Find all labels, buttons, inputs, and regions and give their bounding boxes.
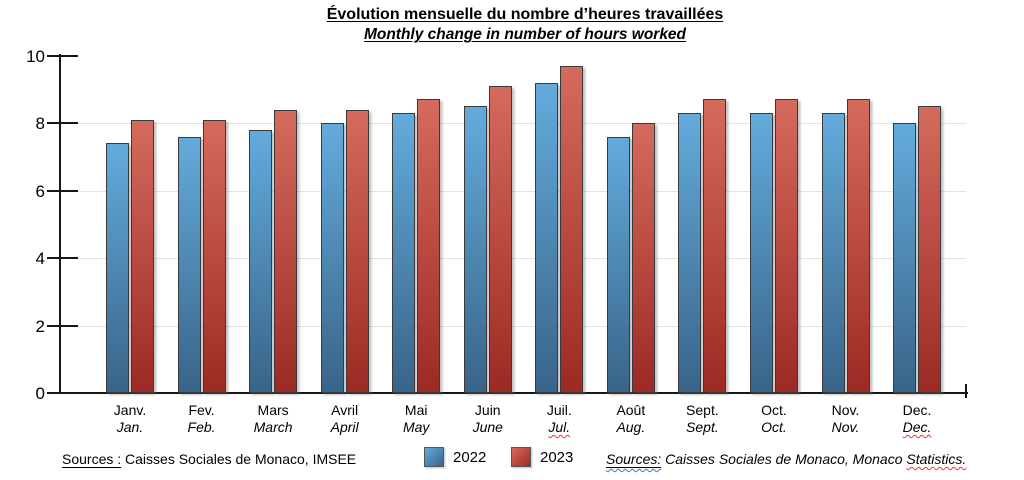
month-label-en-misspell-flag: Jul.: [548, 419, 571, 435]
month-label-en-2: March: [231, 419, 315, 435]
month-label-fr-10: Nov.: [831, 402, 860, 418]
month-label-en-text: April: [330, 419, 359, 435]
y-gridline-2: [61, 325, 966, 327]
y-tick-8: [47, 122, 78, 124]
month-label-en-text: Sept.: [686, 419, 719, 435]
month-label-fr-0: Janv.: [113, 402, 147, 418]
legend-label-2023: 2023: [540, 448, 574, 466]
chart-title-english: Monthly change in number of hours worked: [363, 26, 687, 43]
month-label-en-text: Feb.: [187, 419, 216, 435]
y-axis-line: [59, 54, 61, 394]
month-label-fr-6: Juil.: [546, 402, 572, 418]
month-label-fr-8: Sept.: [686, 402, 719, 418]
sources-text-english: Caisses Sociales de Monaco, Monaco: [661, 451, 907, 467]
month-label-en-3: April: [303, 419, 387, 435]
month-label-en-text: Aug.: [616, 419, 646, 435]
legend-swatch-2022: [424, 447, 444, 467]
month-label-en-4: May: [374, 419, 458, 435]
sources-misspelled-word: Statistics.: [906, 451, 967, 467]
y-gridline-6: [61, 190, 966, 192]
month-label-en-text: Nov.: [831, 419, 860, 435]
bar-2022-fev: [177, 136, 201, 393]
month-label-en-8: Sept.: [660, 419, 744, 435]
y-tick-2: [47, 324, 78, 327]
bar-2022-janv: [106, 143, 129, 393]
y-axis-label-8: 8: [35, 114, 45, 133]
sources-note-english: Sources: Caisses Sociales de Monaco, Mon…: [606, 451, 966, 467]
y-axis-label-0: 0: [35, 384, 45, 403]
month-label-en-11: Dec.: [875, 419, 959, 435]
bar-2022-dec: [893, 123, 917, 393]
bar-2023-juil: [560, 65, 584, 393]
chart-title-french: Évolution mensuelle du nombre d’heures t…: [326, 6, 724, 23]
bar-2023-juin: [488, 85, 512, 393]
y-axis-label-10: 10: [26, 46, 45, 66]
month-label-en-10: Nov.: [804, 419, 888, 435]
bar-2022-juil: [535, 82, 559, 393]
bar-2022-août: [606, 136, 630, 393]
sources-text-french: Caisses Sociales de Monaco, IMSEE: [121, 451, 357, 467]
chart-title-block: Évolution mensuelle du nombre d’heures t…: [60, 6, 990, 44]
bar-2023-mai: [417, 99, 441, 393]
sources-note-french: Sources : Caisses Sociales de Monaco, IM…: [62, 451, 356, 467]
bar-2022-juin: [463, 106, 487, 393]
bar-2023-avril: [345, 109, 369, 393]
bar-2022-avril: [320, 123, 344, 393]
bar-2022-mai: [392, 112, 416, 393]
y-axis-label-4: 4: [35, 249, 45, 268]
bar-2023-oct: [774, 99, 798, 393]
y-tick-10: [47, 54, 78, 57]
bar-2023-août: [631, 123, 655, 393]
bar-2022-mars: [249, 129, 273, 393]
bar-2023-mars: [274, 109, 298, 393]
month-label-en-text: Jan.: [116, 419, 144, 435]
legend-label-2022: 2022: [453, 448, 487, 466]
bar-2023-nov: [846, 99, 870, 393]
bar-2022-sept: [678, 112, 702, 393]
month-label-fr-9: Oct.: [761, 402, 787, 418]
month-label-fr-7: Août: [616, 402, 646, 418]
month-label-en-text: Oct.: [761, 419, 787, 435]
y-gridline-8: [61, 123, 966, 124]
month-label-fr-1: Fev.: [188, 402, 215, 418]
y-axis-label-6: 6: [35, 181, 45, 201]
month-label-en-1: Feb.: [160, 419, 244, 435]
month-label-en-text: June: [472, 419, 503, 435]
sources-label-french: Sources :: [62, 451, 122, 467]
month-label-en-text: March: [253, 419, 293, 435]
x-axis-end-tick: [965, 384, 967, 398]
bar-2023-sept: [703, 99, 727, 393]
bar-2022-oct: [749, 112, 773, 393]
y-axis-label-2: 2: [35, 316, 45, 336]
y-tick-6: [47, 189, 78, 192]
month-label-fr-4: Mai: [404, 402, 428, 418]
y-gridline-4: [61, 258, 966, 259]
bar-2023-fev: [202, 119, 226, 393]
month-label-fr-3: Avril: [331, 402, 359, 418]
legend-item-2023: 2023: [511, 447, 573, 467]
month-label-en-6: Jul.: [517, 419, 601, 435]
month-label-en-5: June: [446, 419, 530, 435]
legend-item-2022: 2022: [424, 447, 486, 467]
month-label-en-9: Oct.: [732, 419, 816, 435]
bar-2023-dec: [918, 106, 942, 393]
month-label-fr-11: Dec.: [902, 402, 932, 418]
x-axis-line: [59, 392, 968, 394]
bar-2023-janv: [131, 119, 154, 393]
month-label-en-0: Jan.: [88, 419, 172, 435]
legend-swatch-2023: [511, 447, 531, 467]
sources-label-english-grammar-flag: Sources:: [606, 451, 662, 467]
month-label-fr-5: Juin: [474, 402, 501, 418]
month-label-en-7: Aug.: [589, 419, 673, 435]
month-label-en-misspell-flag: Dec.: [902, 419, 932, 435]
month-label-en-text: May: [402, 419, 430, 435]
y-tick-4: [47, 257, 78, 259]
month-label-fr-2: Mars: [257, 402, 289, 418]
bar-2022-nov: [821, 112, 845, 393]
